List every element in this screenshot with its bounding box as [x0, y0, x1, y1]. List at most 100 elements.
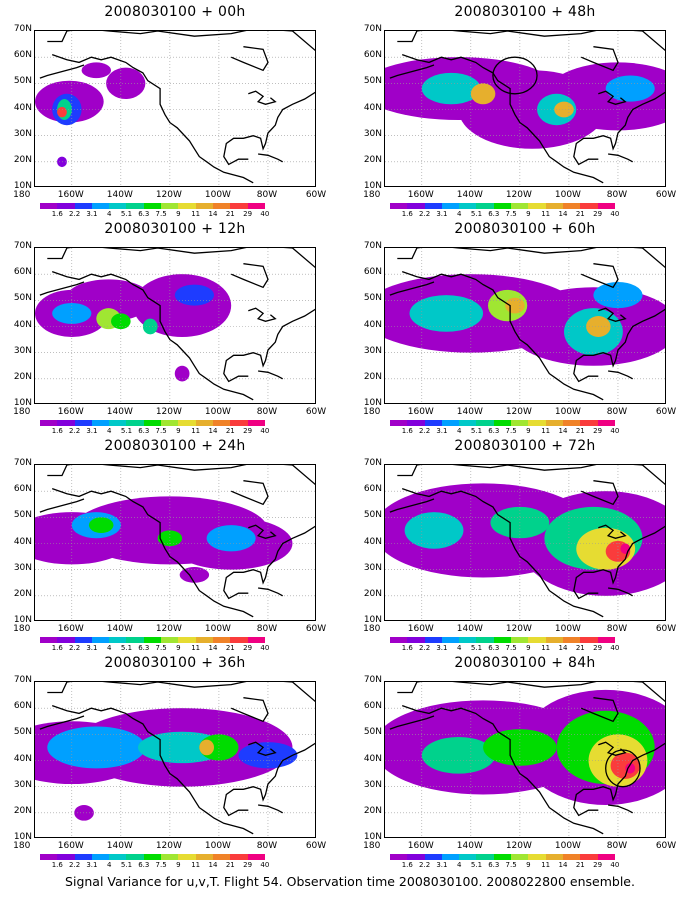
colorbar-swatch [195, 854, 213, 860]
colorbar-swatch [247, 854, 265, 860]
coastline [598, 524, 627, 539]
colorbar-swatch [511, 854, 529, 860]
colorbar-label: 4 [456, 427, 462, 435]
lon-tick-label: 120W [505, 624, 532, 634]
colorbar-label: 21 [575, 427, 585, 435]
colorbar-swatch [390, 854, 408, 860]
colorbar-swatch [545, 420, 563, 426]
figure-caption: Signal Variance for u,v,T. Flight 54. Ob… [65, 874, 635, 889]
colorbar-label: 3.1 [436, 644, 448, 652]
colorbar-label: 9 [176, 644, 181, 652]
variance-field-blob [174, 365, 190, 382]
coastline [397, 682, 665, 703]
colorbar-label: 21 [575, 644, 585, 652]
variance-field-blob [74, 804, 94, 821]
variance-field-blob [470, 83, 496, 105]
colorbar-label: 40 [610, 427, 620, 435]
colorbar-swatch [459, 637, 477, 643]
colorbar-label: 2.2 [69, 210, 81, 218]
colorbar-swatch [109, 854, 127, 860]
lat-tick-label: 70N [13, 458, 32, 468]
colorbar-label: 40 [260, 427, 270, 435]
colorbar-label: 14 [558, 861, 568, 869]
colorbar-swatch [459, 854, 477, 860]
lon-tick-label: 60W [305, 624, 327, 634]
colorbar-swatch [545, 854, 563, 860]
lat-tick-label: 40N [13, 102, 32, 113]
colorbar-swatch [407, 637, 425, 643]
colorbar-swatch [476, 420, 494, 426]
lon-tick-label: 180 [13, 407, 31, 417]
colorbar-swatch [545, 637, 563, 643]
coastline [573, 91, 665, 166]
map-panel: 2008030100 + 72h 70N 60N 50N 40N 30N 20N 10N 180… [350, 434, 700, 652]
colorbar-label: 6.3 [488, 427, 500, 435]
lon-tick-label: 160W [407, 624, 434, 634]
lat-tick-label: 60N [13, 701, 32, 712]
coastline [573, 308, 665, 383]
lat-tick-label: 70N [363, 675, 382, 685]
colorbar-swatch [407, 420, 425, 426]
panel-title: 2008030100 + 00h [104, 4, 246, 20]
lat-tick-label: 50N [363, 510, 382, 521]
lon-tick-label: 140W [106, 190, 133, 200]
colorbar-swatch [212, 854, 231, 860]
colorbar-swatch [562, 854, 581, 860]
map-panel: 2008030100 + 36h 70N 60N 50N 40N 30N 20N 10N 180… [0, 651, 350, 869]
colorbar-swatch [476, 203, 494, 209]
variance-field-blob [625, 763, 636, 774]
variance-field-blob [421, 72, 481, 105]
map-plot-area [34, 681, 316, 838]
coastline [598, 741, 627, 756]
coastline [389, 64, 435, 79]
colorbar-label: 6.3 [138, 644, 150, 652]
panel-title: 2008030100 + 84h [454, 655, 596, 671]
colorbar-swatch [390, 637, 408, 643]
colorbar-label: 7.5 [155, 861, 167, 869]
lat-tick-label: 40N [363, 102, 382, 113]
panel-title: 2008030100 + 24h [104, 438, 246, 454]
coastline [397, 31, 665, 52]
colorbar-label: 9 [176, 210, 181, 218]
colorbar-label: 5.1 [470, 644, 483, 652]
colorbar-label: 5.1 [120, 644, 133, 652]
coastline [248, 741, 277, 756]
colorbar [390, 203, 615, 209]
lon-tick-label: 180 [13, 624, 31, 634]
lat-tick-label: 10N [13, 398, 32, 408]
lon-tick-label: 140W [456, 624, 483, 634]
lon-tick-label: 120W [505, 841, 532, 851]
colorbar-swatch [597, 203, 615, 209]
colorbar-label: 11 [541, 210, 551, 218]
colorbar-label: 7.5 [505, 427, 517, 435]
colorbar-swatch [511, 637, 529, 643]
colorbar-swatch [511, 420, 529, 426]
variance-field-blob [174, 284, 215, 306]
colorbar-swatch [390, 420, 408, 426]
coastline [223, 525, 315, 600]
colorbar-label: 21 [225, 644, 235, 652]
lon-tick-label: 140W [106, 841, 133, 851]
colorbar-label: 11 [191, 644, 201, 652]
colorbar-label: 1.6 [401, 861, 413, 869]
map-plot-area [34, 464, 316, 621]
lat-tick-label: 30N [363, 345, 382, 356]
variance-field-blob [179, 567, 210, 583]
coastline [230, 46, 269, 72]
lat-tick-label: 50N [363, 727, 382, 738]
lon-tick-label: 120W [155, 407, 182, 417]
lon-tick-label: 180 [13, 841, 31, 851]
lat-tick-label: 30N [13, 128, 32, 139]
colorbar-label: 3.1 [86, 427, 98, 435]
colorbar-swatch [562, 203, 581, 209]
colorbar-label: 6.3 [138, 861, 150, 869]
variance-field-blob [52, 302, 92, 324]
map-panel: 2008030100 + 24h 70N 60N 50N 40N 30N 20N 10N 180… [0, 434, 350, 652]
colorbar-swatch [143, 854, 162, 860]
colorbar-label: 21 [225, 861, 235, 869]
colorbar-swatch [528, 854, 546, 860]
coastline [248, 90, 277, 105]
colorbar-label: 1.6 [51, 861, 63, 869]
coastline [580, 263, 619, 289]
variance-field-blob [483, 729, 557, 766]
